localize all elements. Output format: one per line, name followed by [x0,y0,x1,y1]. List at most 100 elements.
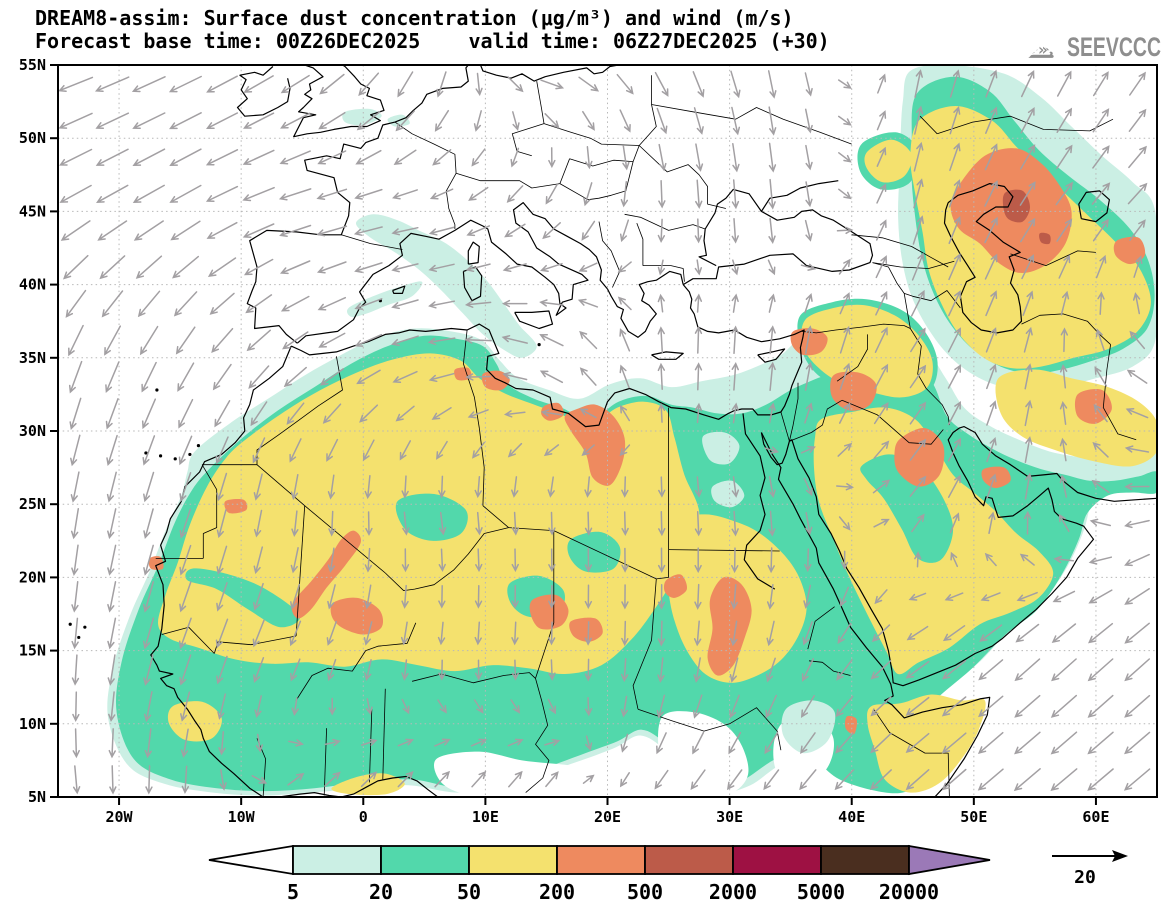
country-border [323,728,327,796]
dust-region-20-50 [395,493,468,541]
wind-arrow [58,76,94,92]
lat-tick-label: 50N [19,129,46,147]
wind-arrow [326,438,339,462]
dust-region-0-5 [658,711,749,797]
country-border [412,672,536,684]
lat-tick-label: 30N [19,422,46,440]
wind-arrow [837,622,852,644]
wind-arrow [876,146,887,167]
wind-arrow [253,509,263,538]
wind-arrow [985,69,998,98]
country-border [801,323,911,334]
wind-arrow [510,147,520,168]
wind-arrow [474,584,483,609]
wind-arrow [1022,290,1034,316]
wind-arrow [619,219,630,243]
wind-arrow [804,293,813,314]
wind-arrow [768,325,776,355]
cloud-arrow-icon: » [1038,40,1048,59]
wind-arrow [984,552,997,567]
wind-arrow [984,253,998,280]
wind-arrow [914,105,924,135]
wind-arrow [504,223,526,238]
wind-arrow [548,147,556,169]
wind-arrow [511,621,519,646]
wind-arrow [657,259,666,276]
wind-arrow [838,402,851,424]
lon-tick-label: 10W [228,808,256,826]
colorbar-segment [820,845,910,875]
wind-arrow [805,512,813,536]
wind-arrow [401,659,409,681]
wind-arrow [401,698,410,715]
wind-arrow [988,511,996,535]
wind-arrow [428,300,456,309]
wind-arrow [399,440,412,461]
wind-arrow [179,508,192,539]
wind-arrow [475,72,483,97]
wind-arrow [68,360,83,394]
wind-arrow [731,106,741,136]
wind-arrow [1124,445,1150,453]
wind-arrow [133,220,164,241]
wind-arrow [428,263,455,273]
wind-reference-value: 20 [1074,867,1096,888]
wind-arrow [948,253,961,281]
wind-arrow [985,106,998,134]
wind-arrow [143,691,153,723]
wind-arrow [1051,623,1077,644]
wind-arrow [766,583,775,610]
dust-region-200-500 [894,427,945,487]
wind-arrow [464,300,492,308]
wind-arrow [619,444,631,457]
dust-region-500-2000 [1002,189,1030,223]
country-border [637,707,782,751]
wind-arrow [437,621,446,646]
wind-arrow [317,150,347,165]
wind-arrow [1014,658,1041,682]
wind-arrow [584,511,593,536]
wind-arrow [1019,553,1035,566]
dust-region-5-20 [711,480,745,508]
wind-arrow [801,658,815,682]
wind-arrow [1051,658,1077,682]
colorbar: 5 20 50 200 500 2000 5000 20000 [208,844,991,904]
wind-arrow [391,299,419,310]
wind-arrow [212,363,232,391]
wind-arrow [72,765,81,795]
wind-arrow [978,695,1004,718]
country-border [807,606,835,650]
wind-arrow [693,657,701,683]
wind-arrow [472,441,485,459]
country-border [525,678,550,793]
wind-arrow [507,76,524,93]
country-border [553,530,657,580]
wind-arrow [584,584,593,610]
wind-arrow [468,186,489,201]
wind-arrow [941,768,967,791]
wind-arrow [803,477,813,497]
wind-arrow [215,618,229,649]
wind-arrow [910,289,925,317]
wind-arrow [178,435,193,466]
wind-arrow [835,695,854,718]
wind-arrow [144,728,152,759]
wind-arrow [1059,400,1068,425]
wind-arrow [1124,731,1151,755]
colorbar-segment [292,845,382,875]
wind-arrow [510,699,521,714]
wind-arrow [475,548,483,573]
wind-arrow [1092,145,1110,169]
country-border [919,115,938,135]
wind-arrow [108,728,116,759]
wind-arrow [948,179,961,208]
wind-arrow [838,516,851,531]
wind-arrow [172,255,200,279]
wind-arrow [507,442,523,458]
wind-arrow [141,398,157,430]
wind-arrow [800,263,817,271]
wind-arrow [693,107,704,135]
wind-arrow [765,694,778,719]
dust-region-5-20 [342,108,382,126]
wind-arrow [768,476,776,499]
